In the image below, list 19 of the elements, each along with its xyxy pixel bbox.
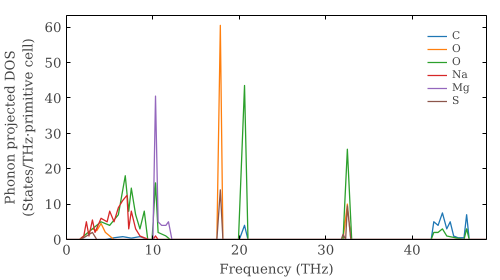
legend-label: O <box>452 55 462 68</box>
y-axis-title: Phonon projected DOS (States/THz·primitive cell) <box>4 38 37 217</box>
y-tick-label: 40 <box>44 92 62 107</box>
y-tick-label: 0 <box>53 234 62 248</box>
legend-label: S <box>452 94 460 107</box>
legend-label: Na <box>452 68 469 81</box>
x-tick-label: 20 <box>230 244 248 258</box>
y-tick-label: 10 <box>44 198 62 214</box>
legend-label: C <box>452 29 462 42</box>
legend-label: Mg <box>452 81 471 94</box>
y-tick-label: 20 <box>44 162 62 178</box>
x-tick-label: 30 <box>317 244 334 258</box>
y-tick-label: 60 <box>44 21 62 36</box>
y-tick-label: 50 <box>44 56 62 72</box>
legend-label: O <box>452 42 462 55</box>
x-axis-title: Frequency (THz) <box>219 262 334 278</box>
y-tick-label: 30 <box>44 127 62 142</box>
x-tick-label: 40 <box>404 244 421 258</box>
x-tick-label: 10 <box>144 244 162 258</box>
